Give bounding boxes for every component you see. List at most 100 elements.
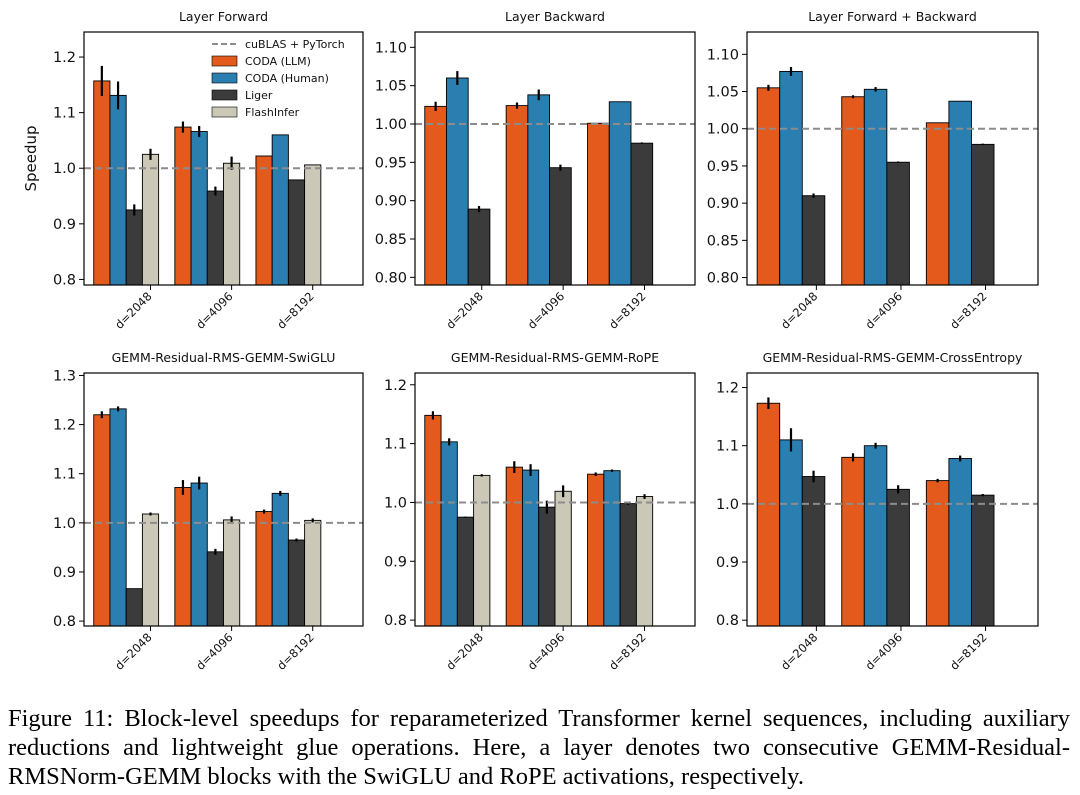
chart-panel-2: Layer Backward 0.80 0.85 0.90 0.95 1.00 1.05 1.… xyxy=(375,9,696,332)
chart-panel-1: Layer Forward 0.8 0.9 1.0 1.1 1.2 Speedup d=204… xyxy=(22,9,364,332)
bar-llm-2 xyxy=(841,96,865,286)
y-tick-label: 1.1 xyxy=(384,437,407,453)
y-axis-label: Speedup xyxy=(22,125,40,191)
bar-flash-2 xyxy=(223,519,241,627)
bar-human-1 xyxy=(109,408,127,627)
y-tick-label: 0.8 xyxy=(53,272,76,288)
y-tick-label: 1.3 xyxy=(53,368,76,384)
bar-human-2 xyxy=(863,445,888,627)
bar-liger-2 xyxy=(206,551,224,627)
legend-swatch-flash xyxy=(211,106,238,118)
plot-frame xyxy=(83,372,364,627)
x-tick-label: d=4096 xyxy=(863,630,906,673)
x-tick-label: d=4096 xyxy=(193,289,236,332)
legend-swatch-liger xyxy=(211,89,238,101)
plot-frame xyxy=(414,372,696,627)
bar-liger-3 xyxy=(287,539,306,627)
y-tick-label: 1.10 xyxy=(707,47,739,63)
figure: Layer Forward 0.8 0.9 1.0 1.1 1.2 Speedup d=204… xyxy=(22,9,1039,673)
chart-title: Layer Forward + Backward xyxy=(808,9,977,24)
y-tick-label: 1.2 xyxy=(716,381,739,397)
y-tick-label: 1.10 xyxy=(375,40,407,56)
chart-legend: cuBLAS + PyTorch CODA (LLM) CODA (Human) Li… xyxy=(211,38,345,119)
bar-liger-3 xyxy=(287,179,306,286)
bar-human-3 xyxy=(271,134,289,286)
bar-liger-1 xyxy=(125,588,143,627)
y-tick-label: 1.2 xyxy=(384,378,407,394)
y-tick-label: 0.90 xyxy=(707,196,739,212)
bar-llm-2 xyxy=(841,456,865,627)
y-tick-label: 1.0 xyxy=(384,495,407,511)
y-tick-label: 0.95 xyxy=(375,155,407,171)
bar-human-2 xyxy=(863,88,888,286)
bar-flash-1 xyxy=(473,474,491,627)
chart-title: Layer Backward xyxy=(505,9,605,24)
bar-liger-1 xyxy=(456,516,475,627)
x-tick-label: d=8192 xyxy=(274,630,317,673)
y-tick-label: 1.1 xyxy=(53,467,76,483)
y-tick-label: 0.9 xyxy=(53,565,76,581)
bar-flash-3 xyxy=(304,164,322,286)
x-tick-label: d=4096 xyxy=(525,630,568,673)
y-tick-label: 0.85 xyxy=(375,232,407,248)
legend-label-human: CODA (Human) xyxy=(245,72,329,85)
y-tick-label: 0.8 xyxy=(384,613,407,629)
bar-liger-3 xyxy=(971,494,995,627)
y-tick-label: 1.0 xyxy=(53,516,76,532)
x-tick-label: d=2048 xyxy=(778,289,821,332)
x-tick-label: d=8192 xyxy=(606,630,649,673)
chart-panel-4: GEMM-Residual-RMS-GEMM-SwiGLU 0.8 0.9 1.0 1.… xyxy=(53,350,364,673)
y-tick-label: 1.1 xyxy=(716,439,739,455)
x-tick-label: d=2048 xyxy=(443,289,486,332)
chart-title: GEMM-Residual-RMS-GEMM-SwiGLU xyxy=(112,350,336,365)
bar-liger-2 xyxy=(538,506,556,627)
x-tick-label: d=8192 xyxy=(947,289,990,332)
bar-llm-3 xyxy=(255,511,273,627)
chart-panel-6: GEMM-Residual-RMS-GEMM-CrossEntropy 0.8 0.… xyxy=(716,350,1039,673)
bar-liger-1 xyxy=(801,476,826,627)
x-tick-label: d=2048 xyxy=(443,630,486,673)
plot-frame xyxy=(746,372,1039,627)
y-tick-label: 0.8 xyxy=(716,613,739,629)
y-tick-label: 0.85 xyxy=(707,233,739,249)
x-tick-label: d=4096 xyxy=(863,289,906,332)
x-tick-label: d=4096 xyxy=(193,630,236,673)
y-tick-label: 1.1 xyxy=(53,106,76,122)
bar-llm-2 xyxy=(174,126,192,286)
bar-llm-2 xyxy=(505,466,523,627)
bar-llm-1 xyxy=(424,414,442,627)
legend-label-baseline: cuBLAS + PyTorch xyxy=(245,38,345,51)
bar-llm-3 xyxy=(255,155,273,286)
bar-human-1 xyxy=(109,94,127,286)
bar-human-2 xyxy=(521,469,540,627)
legend-swatch-llm xyxy=(211,55,238,67)
bar-human-3 xyxy=(948,458,972,627)
bar-liger-1 xyxy=(467,208,491,286)
plot-frame xyxy=(414,31,696,286)
chart-title: GEMM-Residual-RMS-GEMM-RoPE xyxy=(451,350,659,365)
bar-human-1 xyxy=(779,70,803,286)
x-tick-label: d=2048 xyxy=(112,289,155,332)
bar-llm-1 xyxy=(93,80,111,286)
figure-caption: Figure 11: Block-level speedups for repa… xyxy=(8,704,1070,791)
y-tick-label: 1.00 xyxy=(707,122,739,138)
chart-title: GEMM-Residual-RMS-GEMM-CrossEntropy xyxy=(763,350,1023,365)
y-tick-label: 1.00 xyxy=(375,117,407,133)
x-tick-label: d=2048 xyxy=(112,630,155,673)
bar-llm-1 xyxy=(93,414,111,627)
chart-title: Layer Forward xyxy=(179,9,268,24)
bar-flash-2 xyxy=(554,490,572,627)
bar-llm-1 xyxy=(424,105,447,286)
bar-flash-3 xyxy=(635,496,654,627)
x-tick-label: d=2048 xyxy=(778,630,821,673)
y-tick-label: 0.9 xyxy=(716,555,739,571)
bar-human-3 xyxy=(608,101,632,286)
legend-label-liger: Liger xyxy=(245,89,273,102)
legend-label-flash: FlashInfer xyxy=(245,106,300,119)
bar-flash-1 xyxy=(141,153,160,286)
bar-liger-3 xyxy=(630,142,654,286)
x-tick-label: d=8192 xyxy=(947,630,990,673)
bar-llm-3 xyxy=(925,122,950,286)
bar-liger-2 xyxy=(886,161,910,286)
y-tick-label: 0.9 xyxy=(384,554,407,570)
